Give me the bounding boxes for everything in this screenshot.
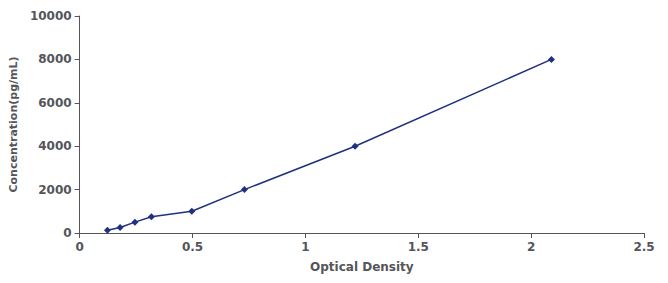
svg-text:0: 0 [75, 240, 83, 254]
svg-text:0.5: 0.5 [182, 240, 203, 254]
svg-text:2: 2 [527, 240, 535, 254]
svg-text:6000: 6000 [38, 96, 71, 110]
svg-text:4000: 4000 [38, 139, 71, 153]
svg-text:10000: 10000 [30, 9, 72, 23]
svg-text:Optical Density: Optical Density [310, 260, 414, 274]
svg-text:Concentration(pg/mL): Concentration(pg/mL) [7, 56, 20, 192]
svg-text:2000: 2000 [38, 183, 71, 197]
svg-text:0: 0 [63, 226, 71, 240]
svg-text:2.5: 2.5 [633, 240, 654, 254]
svg-text:1: 1 [301, 240, 309, 254]
svg-text:8000: 8000 [38, 52, 71, 66]
svg-text:1.5: 1.5 [408, 240, 429, 254]
